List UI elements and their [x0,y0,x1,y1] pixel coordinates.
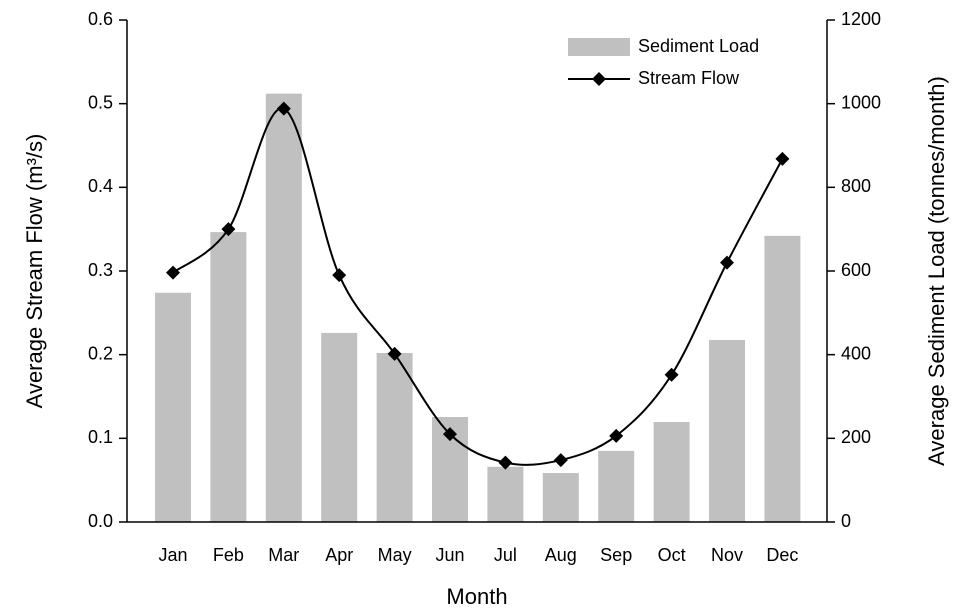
x-tick-label: Jun [435,545,464,565]
marker [775,151,790,166]
x-tick-label: Aug [545,545,577,565]
x-tick-label: Sep [600,545,632,565]
x-axis-title: Month [446,584,507,609]
marker [221,222,236,237]
x-tick-label: Feb [213,545,244,565]
y2-tick-label: 400 [841,343,871,363]
y2-tick-label: 600 [841,260,871,280]
marker [664,367,679,382]
y2-tick-label: 0 [841,511,851,531]
y-tick-label: 0.5 [88,92,113,112]
y-tick-label: 0.4 [88,176,113,196]
bar [487,466,524,522]
y-tick-label: 0.2 [88,343,113,363]
bar [709,340,745,522]
marker [720,255,734,270]
y-tick-label: 0.6 [88,9,113,29]
legend-swatch [568,38,630,56]
x-tick-label: Nov [711,545,743,565]
x-tick-label: Jan [158,545,187,565]
marker [276,101,291,116]
bar [598,450,635,522]
bar [321,332,358,522]
marker [553,453,568,468]
marker [387,346,402,361]
bar [542,473,579,522]
legend-marker [592,72,606,86]
y-tick-label: 0.0 [88,511,113,531]
x-tick-label: Jul [494,545,517,565]
x-tick-label: Mar [268,545,299,565]
y2-tick-label: 800 [841,176,871,196]
marker [443,427,457,442]
bar [653,422,690,522]
x-tick-label: Apr [325,545,353,565]
y-tick-label: 0.1 [88,427,113,447]
bar [376,352,413,522]
legend-label: Stream Flow [638,68,740,88]
legend-label: Sediment Load [638,36,759,56]
x-tick-label: Oct [658,545,686,565]
y2-tick-label: 1000 [841,92,881,112]
bar [155,292,191,522]
marker [166,265,180,280]
bar [265,93,302,523]
y2-axis-title: Average Sediment Load (tonnes/month) [924,76,949,466]
bar [210,232,247,522]
bar [764,235,801,523]
y-tick-label: 0.3 [88,260,113,280]
marker [332,268,347,283]
line [172,107,784,466]
marker [609,428,624,443]
marker [498,455,513,470]
x-tick-label: Dec [766,545,798,565]
y-axis-title: Average Stream Flow (m³/s) [22,134,47,409]
y2-tick-label: 200 [841,427,871,447]
y2-tick-label: 1200 [841,9,881,29]
x-tick-label: May [378,545,412,565]
